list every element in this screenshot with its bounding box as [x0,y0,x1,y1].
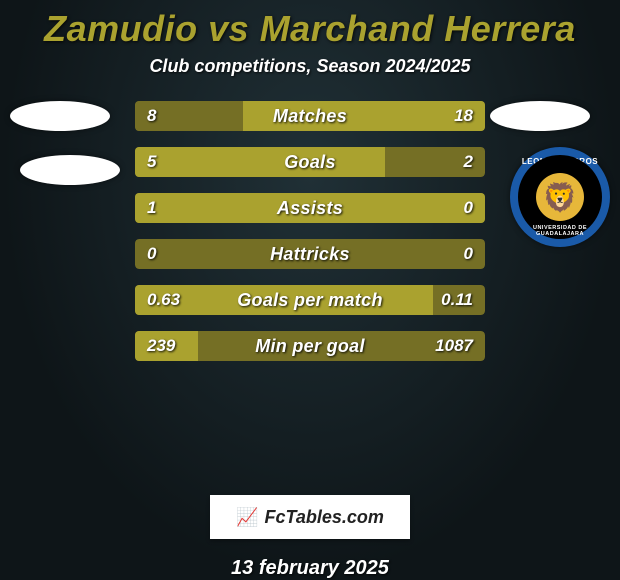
infographic-root: Zamudio vs Marchand Herrera Club competi… [0,0,620,580]
bar-label: Matches [135,101,485,131]
brand-icon: 📈 [236,507,258,528]
page-title: Zamudio vs Marchand Herrera [44,8,576,50]
brand-badge: 📈 FcTables.com [210,495,410,539]
crest-text-bottom: UNIVERSIDAD DE GUADALAJARA [510,225,610,237]
right-team-crest: LEONES NEGROS 🦁 UNIVERSIDAD DE GUADALAJA… [510,147,610,247]
stat-row-assists: 10Assists [135,193,485,223]
bar-label: Goals [135,147,485,177]
bar-label: Goals per match [135,285,485,315]
bar-label: Min per goal [135,331,485,361]
brand-text: FcTables.com [265,507,384,528]
left-badge-1 [20,155,120,185]
stat-row-hattricks: 00Hattricks [135,239,485,269]
date-text: 13 february 2025 [231,557,389,580]
subtitle: Club competitions, Season 2024/2025 [149,56,470,77]
right-badge-small [490,101,590,131]
stat-row-matches: 818Matches [135,101,485,131]
stat-row-min-per-goal: 2391087Min per goal [135,331,485,361]
lion-icon: 🦁 [536,173,584,221]
bar-label: Assists [135,193,485,223]
stat-row-goals-per-match: 0.630.11Goals per match [135,285,485,315]
stage: LEONES NEGROS 🦁 UNIVERSIDAD DE GUADALAJA… [0,77,620,203]
bar-label: Hattricks [135,239,485,269]
stat-row-goals: 52Goals [135,147,485,177]
left-badge-0 [10,101,110,131]
comparison-bars: 818Matches 52Goals 10Assists 00Hattricks 0.6… [135,101,485,377]
